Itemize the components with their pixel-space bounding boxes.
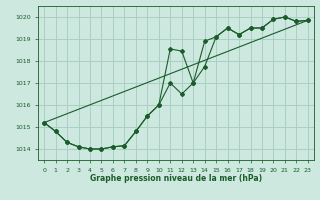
X-axis label: Graphe pression niveau de la mer (hPa): Graphe pression niveau de la mer (hPa) [90,174,262,183]
